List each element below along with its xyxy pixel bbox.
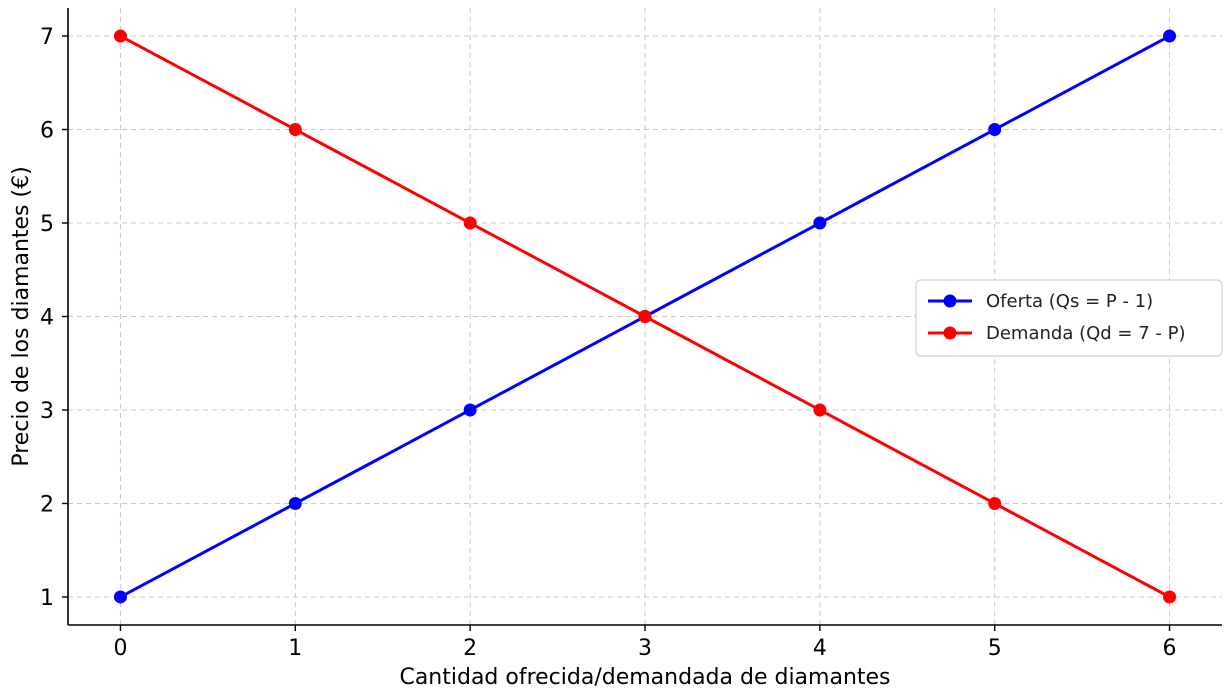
y-tick-label: 4 (40, 306, 54, 331)
x-tick-label: 4 (813, 636, 827, 661)
x-tick-label: 2 (463, 636, 477, 661)
legend-item: Oferta (Qs = P - 1) (928, 291, 1153, 312)
data-point (638, 310, 652, 323)
x-tick-label: 1 (288, 636, 302, 661)
data-point (813, 403, 827, 417)
legend-marker (943, 294, 957, 308)
y-tick-label: 3 (40, 399, 54, 424)
data-point (988, 496, 1002, 510)
legend-item: Demanda (Qd = 7 - P) (928, 323, 1186, 344)
y-tick-label: 6 (40, 119, 54, 144)
data-point (288, 496, 302, 510)
data-point (1163, 29, 1177, 43)
y-tick-label: 1 (40, 586, 54, 611)
y-axis-label: Precio de los diamantes (€) (9, 166, 34, 466)
data-point (463, 216, 477, 230)
legend: Oferta (Qs = P - 1) Demanda (Qd = 7 - P) (915, 279, 1223, 357)
data-point (113, 590, 127, 604)
x-tick-label: 5 (988, 636, 1002, 661)
legend-box (915, 279, 1223, 357)
data-point (1163, 590, 1177, 604)
series-1 (113, 29, 1177, 604)
data-point (813, 216, 827, 230)
x-axis-label: Cantidad ofrecida/demandada de diamantes (399, 665, 890, 690)
data-point (463, 403, 477, 417)
data-point (288, 123, 302, 137)
axes: 0 1 2 3 4 5 6 1 2 3 4 5 6 7 (40, 8, 1222, 661)
x-tick-label: 0 (113, 636, 127, 661)
y-tick-label: 2 (40, 492, 54, 517)
y-tick-label: 5 (40, 212, 54, 237)
legend-marker (943, 326, 957, 340)
y-tick-label: 7 (40, 25, 54, 50)
x-tick-label: 3 (638, 636, 652, 661)
legend-label: Demanda (Qd = 7 - P) (986, 323, 1186, 344)
series-group (113, 29, 1177, 604)
data-point (988, 123, 1002, 137)
legend-label: Oferta (Qs = P - 1) (986, 291, 1153, 312)
x-tick-label: 6 (1163, 636, 1177, 661)
data-point (113, 29, 127, 43)
